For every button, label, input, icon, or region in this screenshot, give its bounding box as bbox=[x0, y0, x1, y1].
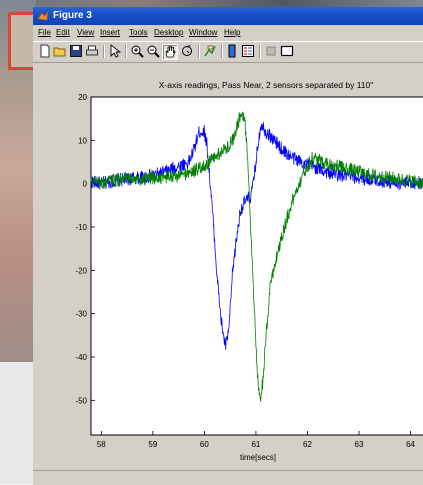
zoom-out-icon[interactable] bbox=[146, 44, 160, 58]
x-tick-label: 62 bbox=[303, 440, 312, 449]
insert-legend-icon[interactable] bbox=[241, 44, 255, 58]
background-panel bbox=[0, 362, 36, 484]
toolbar-separator bbox=[221, 45, 223, 58]
zoom-in-icon[interactable] bbox=[130, 44, 144, 58]
menu-tools[interactable]: Tools bbox=[129, 28, 148, 37]
menu-bar: File Edit View Insert Tools Desktop Wind… bbox=[33, 25, 423, 41]
hide-plot-tools-icon[interactable] bbox=[264, 44, 278, 58]
x-axis-label: time[secs] bbox=[240, 453, 276, 462]
toolbar-separator bbox=[125, 45, 127, 58]
title-bar[interactable]: Figure 3 bbox=[33, 7, 423, 25]
x-tick-label: 58 bbox=[97, 440, 106, 449]
x-tick-label: 60 bbox=[200, 440, 209, 449]
menu-file[interactable]: File bbox=[38, 28, 51, 37]
series-line-2[interactable] bbox=[90, 110, 423, 402]
figure-canvas[interactable]: X-axis readings, Pass Near, 2 sensors se… bbox=[33, 63, 423, 468]
menu-insert[interactable]: Insert bbox=[100, 28, 121, 37]
toolbar-separator bbox=[103, 45, 105, 58]
x-tick-label: 64 bbox=[406, 440, 415, 449]
window-title: Figure 3 bbox=[53, 10, 92, 21]
print-icon[interactable] bbox=[85, 44, 99, 58]
y-tick-label: 20 bbox=[78, 93, 87, 102]
menu-view[interactable]: View bbox=[77, 28, 95, 37]
figure-toolbar bbox=[33, 41, 423, 63]
x-tick-label: 61 bbox=[251, 440, 260, 449]
x-axis: 58 59 60 61 62 63 64 bbox=[97, 431, 416, 449]
rotate-3d-icon[interactable] bbox=[180, 44, 194, 58]
y-tick-label: -20 bbox=[75, 266, 87, 275]
new-figure-icon[interactable] bbox=[38, 44, 52, 58]
toolbar-separator bbox=[198, 45, 200, 58]
y-tick-label: -50 bbox=[75, 396, 87, 405]
menu-window[interactable]: Window bbox=[189, 28, 218, 37]
show-plot-tools-icon[interactable] bbox=[280, 44, 294, 58]
x-tick-label: 59 bbox=[148, 440, 157, 449]
edit-plot-arrow-icon[interactable] bbox=[108, 44, 122, 58]
y-tick-label: -40 bbox=[75, 353, 87, 362]
data-cursor-icon[interactable] bbox=[203, 44, 217, 58]
menu-desktop[interactable]: Desktop bbox=[154, 28, 184, 37]
menu-edit[interactable]: Edit bbox=[56, 28, 70, 37]
pan-hand-icon[interactable] bbox=[162, 44, 178, 60]
y-tick-label: -30 bbox=[75, 310, 87, 319]
y-tick-label: 10 bbox=[78, 136, 87, 145]
status-bar bbox=[33, 470, 423, 485]
toolbar-separator bbox=[259, 45, 261, 58]
insert-colorbar-icon[interactable] bbox=[225, 44, 239, 58]
save-icon[interactable] bbox=[69, 44, 83, 58]
matlab-logo-icon bbox=[37, 10, 49, 21]
background-photo-strip bbox=[0, 0, 423, 10]
menu-help[interactable]: Help bbox=[224, 28, 241, 37]
x-tick-label: 63 bbox=[355, 440, 364, 449]
series-group bbox=[90, 110, 423, 402]
line-chart[interactable]: X-axis readings, Pass Near, 2 sensors se… bbox=[33, 63, 423, 468]
chart-title: X-axis readings, Pass Near, 2 sensors se… bbox=[159, 80, 374, 90]
y-tick-label: -10 bbox=[75, 223, 87, 232]
open-file-icon[interactable] bbox=[53, 44, 67, 58]
y-tick-label: 0 bbox=[83, 180, 88, 189]
figure-window[interactable]: Figure 3 File Edit View Insert Tools Des… bbox=[33, 7, 423, 485]
